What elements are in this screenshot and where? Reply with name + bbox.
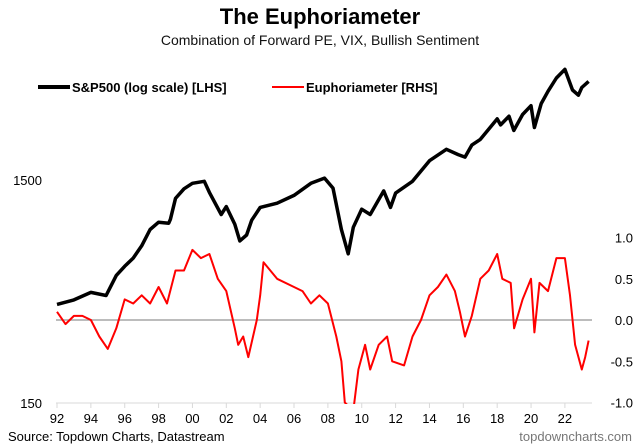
chart-title: The Euphoriameter <box>219 4 421 29</box>
right-axis-tick-label: -1.0 <box>611 396 633 411</box>
series-line-sp500 <box>56 67 590 307</box>
x-tick-label: 98 <box>151 411 165 426</box>
x-tick-label: 04 <box>253 411 267 426</box>
x-tick-label: 02 <box>219 411 233 426</box>
series-line-euphoriameter <box>56 248 590 404</box>
legend-label-sp500: S&P500 (log scale) [LHS] <box>72 80 227 95</box>
x-tick-label: 14 <box>422 411 436 426</box>
x-tick-label: 00 <box>185 411 199 426</box>
x-tick-label: 96 <box>117 411 131 426</box>
x-tick-label: 94 <box>84 411 98 426</box>
x-tick-label: 16 <box>456 411 470 426</box>
x-tick-label: 18 <box>490 411 504 426</box>
source-note: Source: Topdown Charts, Datastream <box>8 429 225 444</box>
left-axis-tick-label: 1500 <box>13 173 42 188</box>
x-tick-label: 10 <box>355 411 369 426</box>
left-axis-tick-label: 150 <box>20 396 42 411</box>
right-axis-tick-label: -0.5 <box>611 354 633 369</box>
x-tick-label: 06 <box>287 411 301 426</box>
legend: S&P500 (log scale) [LHS] Euphoriameter [… <box>38 80 437 95</box>
x-tick-label: 12 <box>388 411 402 426</box>
x-tick-label: 08 <box>321 411 335 426</box>
x-tick-label: 22 <box>558 411 572 426</box>
right-axis-tick-label: 0.5 <box>615 272 633 287</box>
right-axis-tick-label: 1.0 <box>615 231 633 246</box>
x-tick-label: 20 <box>524 411 538 426</box>
x-tick-label: 92 <box>50 411 64 426</box>
chart-subtitle: Combination of Forward PE, VIX, Bullish … <box>160 32 480 48</box>
legend-label-euphoriameter: Euphoriameter [RHS] <box>306 80 437 95</box>
right-axis-tick-label: 0.0 <box>615 313 633 328</box>
brand-watermark: topdowncharts.com <box>519 429 632 444</box>
